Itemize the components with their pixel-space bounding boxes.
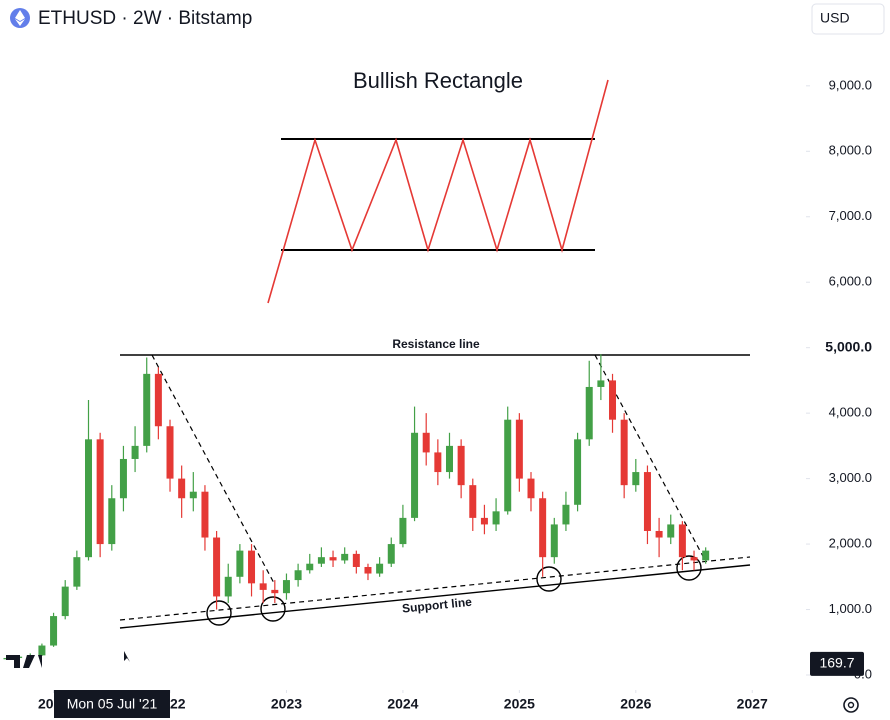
candle-body bbox=[620, 419, 628, 486]
pattern-zigzag bbox=[267, 79, 609, 304]
currency-label[interactable]: USD bbox=[820, 10, 850, 26]
candle-body bbox=[248, 550, 256, 584]
candle-body bbox=[341, 553, 349, 561]
y-tick-label: 4,000.0 bbox=[829, 405, 872, 420]
y-tick-label: 6,000.0 bbox=[829, 274, 872, 289]
y-tick-label: 9,000.0 bbox=[829, 77, 872, 92]
candle-body bbox=[387, 544, 395, 564]
candle-body bbox=[294, 570, 302, 581]
candle-body bbox=[667, 524, 675, 538]
candle-body bbox=[504, 419, 512, 512]
candle-body bbox=[422, 432, 430, 453]
candle-body bbox=[411, 432, 419, 518]
y-tick-label: 8,000.0 bbox=[829, 143, 872, 158]
candle-body bbox=[213, 537, 221, 597]
pattern-title: Bullish Rectangle bbox=[353, 68, 523, 93]
crosshair-box bbox=[54, 690, 170, 718]
candle-body bbox=[178, 478, 186, 499]
candle-body bbox=[329, 557, 337, 561]
candle-body bbox=[574, 439, 582, 505]
crosshair-date: Mon 05 Jul '21 bbox=[67, 696, 158, 712]
candle-body bbox=[457, 445, 465, 486]
candle-body bbox=[364, 566, 372, 574]
candle-body bbox=[201, 491, 209, 538]
candle-body bbox=[480, 517, 488, 525]
candle-body bbox=[236, 550, 244, 577]
candle-body bbox=[585, 386, 593, 440]
candle-body bbox=[690, 557, 698, 561]
downtrend-line bbox=[151, 354, 276, 586]
x-tick-label: 2025 bbox=[504, 696, 535, 712]
eth-glyph bbox=[15, 10, 25, 26]
candle-body bbox=[655, 530, 663, 538]
candle-body bbox=[643, 472, 651, 531]
candle-body bbox=[306, 563, 314, 571]
candle-body bbox=[492, 511, 500, 525]
x-tick-label: 2027 bbox=[737, 696, 768, 712]
candle-body bbox=[50, 616, 58, 646]
candle-body bbox=[702, 550, 710, 561]
candle-body bbox=[143, 373, 151, 446]
candle-body bbox=[550, 524, 558, 558]
candle-body bbox=[189, 491, 197, 499]
support-line bbox=[119, 564, 751, 629]
candle-body bbox=[445, 445, 453, 473]
tv-logo bbox=[6, 655, 42, 668]
resistance-label: Resistance line bbox=[392, 337, 480, 351]
y-tick-label: 5,000.0 bbox=[825, 338, 872, 354]
candle-body bbox=[131, 445, 139, 459]
candle-body bbox=[399, 517, 407, 545]
candle-body bbox=[469, 485, 477, 518]
y-tick-label: 3,000.0 bbox=[829, 470, 872, 485]
y-tick-label: 1,000.0 bbox=[829, 601, 872, 616]
candle-body bbox=[96, 439, 104, 545]
y-tick-label: 7,000.0 bbox=[829, 208, 872, 223]
touch-circle bbox=[260, 596, 286, 622]
cursor bbox=[124, 651, 130, 662]
settings-glyph[interactable] bbox=[847, 701, 855, 709]
price-tag bbox=[810, 651, 864, 676]
candle-body bbox=[38, 645, 46, 656]
candle-body bbox=[73, 557, 81, 587]
candle-body bbox=[259, 583, 267, 590]
candle-body bbox=[515, 419, 523, 479]
candle-body bbox=[108, 498, 116, 545]
candle-body bbox=[119, 458, 127, 499]
x-tick-label: 2023 bbox=[271, 696, 302, 712]
candle-body bbox=[632, 472, 640, 486]
x-tick-label: 2026 bbox=[620, 696, 651, 712]
candle-body bbox=[61, 586, 69, 617]
settings-button[interactable] bbox=[843, 697, 859, 713]
candle-body bbox=[224, 576, 232, 597]
currency-select[interactable] bbox=[811, 3, 885, 35]
y-tick-label: 2,000.0 bbox=[829, 536, 872, 551]
candle-body bbox=[317, 557, 325, 564]
candle-body bbox=[376, 563, 384, 574]
touch-circle bbox=[676, 555, 702, 581]
candle-body bbox=[434, 452, 442, 473]
candle-body bbox=[539, 498, 547, 558]
candle-body bbox=[678, 524, 686, 558]
x-tick-label: 2024 bbox=[387, 696, 418, 712]
price-tag-label: 169.7 bbox=[819, 655, 854, 671]
support-line-dashed bbox=[119, 556, 751, 621]
candle-body bbox=[154, 373, 162, 427]
candle-body bbox=[85, 439, 93, 558]
candle-body bbox=[166, 426, 174, 479]
candle-body bbox=[597, 380, 605, 387]
symbol-title: ETHUSD · 2W · Bitstamp bbox=[38, 8, 252, 29]
support-label: Support line bbox=[401, 595, 472, 616]
candle-body bbox=[271, 589, 279, 594]
touch-circle bbox=[206, 600, 232, 626]
candle-body bbox=[352, 553, 360, 567]
candle-body bbox=[609, 380, 617, 420]
candle-body bbox=[527, 478, 535, 499]
touch-circle bbox=[536, 566, 562, 592]
candle-body bbox=[562, 504, 570, 525]
candle-body bbox=[282, 580, 290, 594]
